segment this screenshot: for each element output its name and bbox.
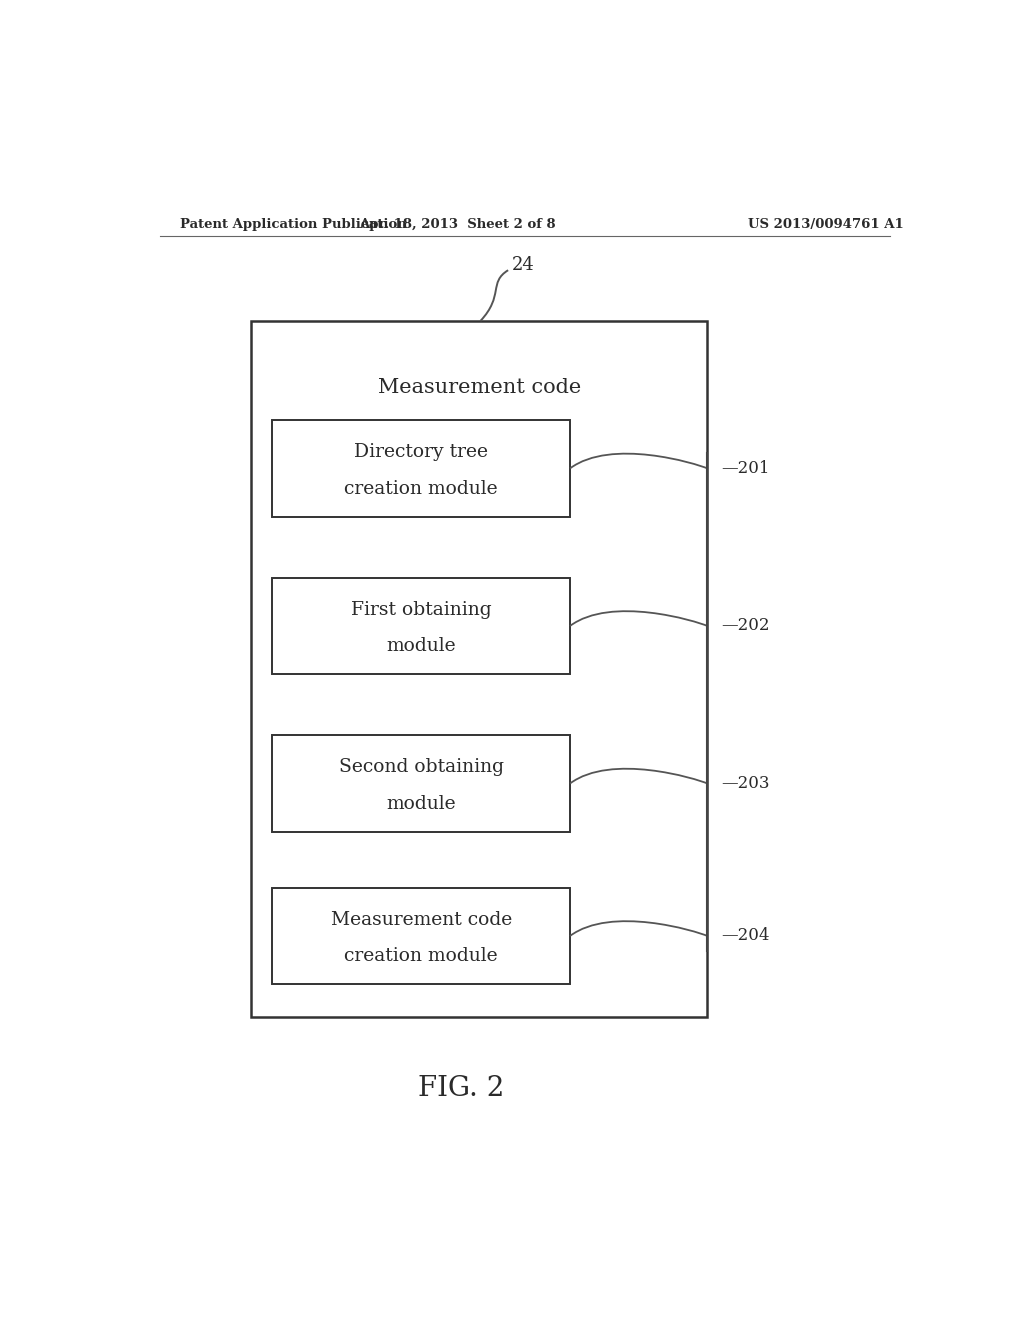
Text: creation module: creation module [344, 948, 498, 965]
Text: Second obtaining: Second obtaining [339, 758, 504, 776]
Text: Measurement code: Measurement code [331, 911, 512, 929]
Text: creating system: creating system [394, 424, 564, 442]
Bar [251, 321, 708, 1018]
Bar [272, 578, 570, 675]
Text: module: module [386, 795, 456, 813]
Text: Measurement code: Measurement code [378, 378, 581, 396]
Text: creation module: creation module [344, 479, 498, 498]
Text: —202: —202 [722, 618, 770, 635]
Bar [272, 735, 570, 832]
Bar [272, 420, 570, 516]
Text: Directory tree: Directory tree [354, 444, 488, 461]
Text: US 2013/0094761 A1: US 2013/0094761 A1 [749, 218, 904, 231]
Text: —201: —201 [722, 459, 770, 477]
Text: —203: —203 [722, 775, 770, 792]
Text: 24: 24 [512, 256, 535, 275]
Text: FIG. 2: FIG. 2 [418, 1074, 505, 1102]
Text: First obtaining: First obtaining [351, 601, 492, 619]
Text: Apr. 18, 2013  Sheet 2 of 8: Apr. 18, 2013 Sheet 2 of 8 [359, 218, 556, 231]
Text: —204: —204 [722, 928, 770, 944]
Text: Patent Application Publication: Patent Application Publication [179, 218, 407, 231]
Bar [272, 887, 570, 985]
Text: module: module [386, 638, 456, 655]
